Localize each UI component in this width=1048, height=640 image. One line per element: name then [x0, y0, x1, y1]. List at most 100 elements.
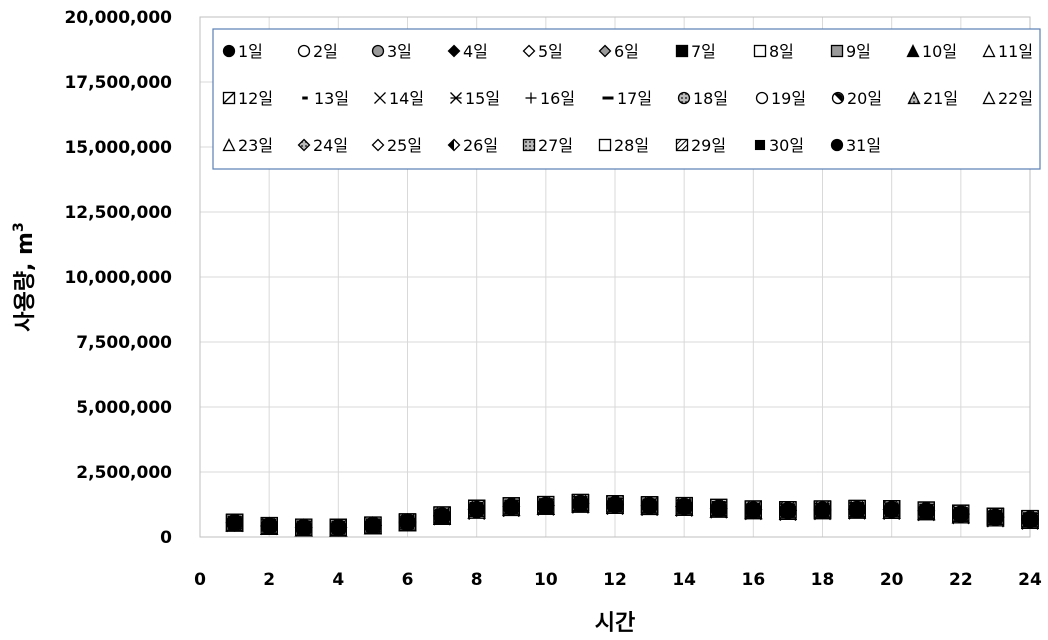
data-points — [225, 493, 1040, 537]
x-tick-label: 14 — [672, 570, 696, 590]
x-tick-label: 0 — [194, 570, 206, 590]
legend-item-25: 25일 — [371, 136, 422, 155]
series-12 — [225, 493, 1039, 536]
series-24 — [225, 494, 1039, 537]
data-point — [813, 501, 832, 519]
legend-item-13: 13일 — [302, 89, 349, 108]
legend-label: 8일 — [769, 42, 794, 61]
legend-label: 14일 — [389, 89, 424, 108]
y-tick-label: 17,500,000 — [64, 73, 172, 93]
legend-item-10: 10일 — [906, 42, 957, 61]
legend-item-11: 11일 — [982, 42, 1033, 61]
legend-item-5: 5일 — [522, 42, 563, 61]
legend-box — [212, 28, 1041, 170]
legend-label: 17일 — [617, 89, 652, 108]
series-23 — [225, 494, 1040, 537]
legend-marker — [297, 44, 311, 58]
legend: 1일 2일 3일 4일 5일 6일 7일 8일 9일 10일 11일 12일 13일 14일 15일 16일 1… — [222, 42, 1033, 155]
legend-label: 3일 — [387, 42, 412, 61]
series-27 — [225, 494, 1039, 537]
legend-marker — [830, 44, 844, 58]
x-axis-title: 시간 — [595, 611, 635, 636]
y-tick-label: 12,500,000 — [64, 203, 172, 223]
legend-item-1: 1일 — [222, 42, 263, 61]
legend-label: 1일 — [238, 42, 263, 61]
y-tick-label: 5,000,000 — [76, 398, 172, 418]
legend-item-12: 12일 — [222, 89, 273, 108]
legend-label: 16일 — [540, 89, 575, 108]
series-3 — [225, 494, 1039, 537]
legend-item-16: 16일 — [525, 89, 575, 108]
legend-label: 23일 — [238, 136, 273, 155]
data-point — [675, 497, 693, 516]
y-tick-label: 20,000,000 — [64, 8, 172, 28]
legend-marker — [450, 92, 462, 104]
series-11 — [225, 494, 1040, 537]
legend-item-2: 2일 — [297, 42, 338, 61]
legend-label: 4일 — [463, 42, 488, 61]
y-tick-label: 7,500,000 — [76, 333, 172, 353]
data-point — [225, 513, 244, 532]
series-14 — [226, 496, 1039, 537]
legend-marker — [222, 91, 236, 105]
series-10 — [225, 494, 1040, 537]
data-point — [917, 502, 935, 520]
legend-marker — [522, 44, 536, 58]
legend-item-20: 20일 — [831, 89, 882, 108]
data-point — [640, 497, 659, 515]
legend-item-26: 26일 — [447, 136, 498, 155]
legend-label: 13일 — [314, 89, 349, 108]
data-point — [744, 501, 762, 519]
x-tick-label: 22 — [949, 570, 973, 590]
x-tick-label: 10 — [534, 570, 558, 590]
data-point — [329, 518, 347, 537]
data-point — [1021, 510, 1039, 529]
legend-label: 24일 — [313, 136, 348, 155]
data-point — [468, 500, 486, 519]
legend-item-18: 18일 — [677, 89, 728, 108]
data-point — [295, 518, 313, 537]
series-21 — [225, 494, 1040, 537]
x-tick-label: 16 — [741, 570, 765, 590]
data-point — [883, 501, 901, 519]
legend-label: 25일 — [387, 136, 422, 155]
legend-marker — [831, 91, 845, 105]
series-30 — [227, 496, 1038, 535]
legend-item-29: 29일 — [675, 136, 726, 155]
legend-marker — [598, 44, 612, 58]
legend-marker — [907, 91, 921, 105]
legend-marker — [982, 91, 996, 105]
data-point — [502, 498, 520, 516]
x-axis-ticks: 0 2 4 6 8 10 12 14 16 18 20 22 24 — [194, 570, 1042, 590]
legend-label: 18일 — [693, 89, 728, 108]
series-17 — [226, 502, 1038, 530]
legend-marker — [297, 138, 311, 152]
legend-marker — [753, 44, 767, 58]
legend-marker — [222, 44, 236, 58]
y-axis-title-superscript: 3 — [11, 222, 27, 232]
data-point — [986, 508, 1005, 526]
data-point — [537, 496, 555, 515]
legend-item-14: 14일 — [374, 89, 424, 108]
x-tick-label: 18 — [811, 570, 835, 590]
series-2 — [225, 494, 1039, 537]
legend-label: 9일 — [846, 42, 871, 61]
series-15 — [226, 496, 1039, 537]
legend-item-3: 3일 — [371, 42, 412, 61]
legend-label: 5일 — [538, 42, 563, 61]
legend-label: 22일 — [998, 89, 1033, 108]
plot-area-border — [199, 16, 1031, 538]
data-point — [606, 496, 624, 514]
x-tick-label: 2 — [263, 570, 275, 590]
legend-item-21: 21일 — [907, 89, 958, 108]
y-tick-label: 10,000,000 — [64, 268, 172, 288]
data-point — [779, 502, 797, 520]
series-16 — [226, 496, 1038, 537]
y-tick-label: 2,500,000 — [76, 463, 172, 483]
legend-item-4: 4일 — [447, 42, 488, 61]
series-29 — [225, 493, 1039, 537]
legend-marker — [754, 139, 766, 151]
legend-label: 7일 — [691, 42, 716, 61]
series-22 — [225, 494, 1040, 537]
